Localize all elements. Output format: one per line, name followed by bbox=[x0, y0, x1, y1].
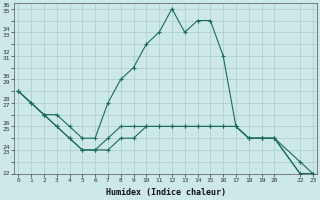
X-axis label: Humidex (Indice chaleur): Humidex (Indice chaleur) bbox=[106, 188, 226, 197]
